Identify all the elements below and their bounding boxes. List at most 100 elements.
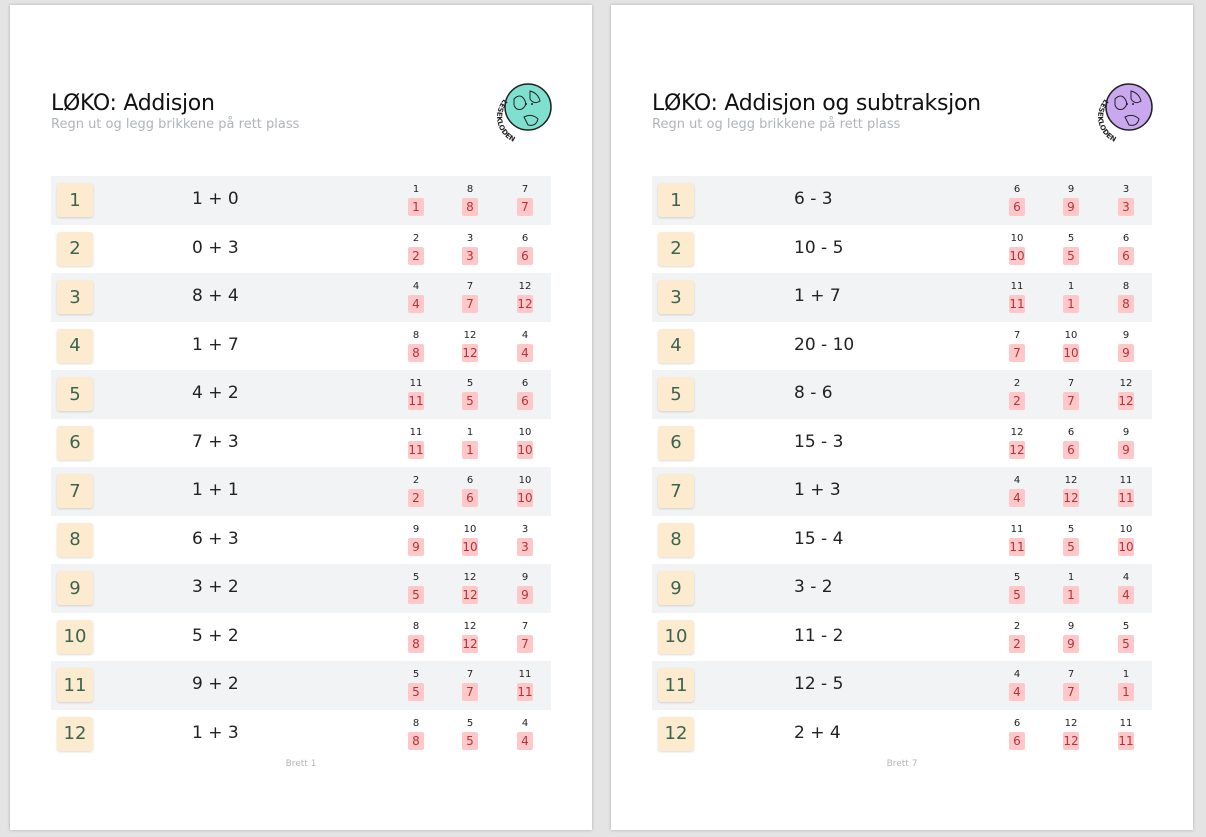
exercise-row: 9 3 - 2 5 5 1 1 4 4 [652, 564, 1152, 613]
option-label: 5 [412, 669, 420, 680]
answer-option: 8 8 [408, 620, 424, 653]
answer-option: 10 10 [1009, 232, 1025, 265]
exercise-list: 1 6 - 3 6 6 9 9 3 3 2 10 - 5 10 10 [652, 176, 1152, 758]
option-label: 9 [1122, 329, 1130, 341]
math-expression: 10 - 5 [794, 237, 844, 258]
option-label: 9 [1067, 620, 1075, 632]
option-label: 3 [521, 523, 529, 535]
exercise-row: 3 1 + 7 11 11 1 1 8 8 [652, 273, 1152, 322]
exercise-row: 2 0 + 3 2 2 3 3 6 6 [51, 225, 551, 274]
answer-option: 4 4 [517, 717, 533, 750]
answer-option: 5 5 [1118, 620, 1134, 653]
answer-option: 12 12 [1118, 377, 1134, 410]
answer-option: 9 9 [1063, 183, 1079, 216]
answer-option: 10 10 [462, 523, 478, 556]
answer-option: 7 7 [462, 280, 478, 313]
option-chip: 6 [1009, 731, 1025, 750]
math-expression: 1 + 3 [794, 480, 841, 500]
option-chip: 12 [462, 343, 478, 362]
exercise-row: 1 6 - 3 6 6 9 9 3 3 [652, 176, 1152, 225]
number-tile: 4 [658, 328, 694, 363]
option-chip: 5 [462, 731, 478, 750]
option-label: 2 [412, 232, 420, 244]
math-expression: 8 - 6 [794, 383, 833, 403]
math-expression: 0 + 3 [192, 237, 239, 258]
option-chip: 5 [408, 683, 424, 701]
option-chip: 5 [1009, 586, 1025, 604]
math-expression: 3 - 2 [794, 577, 833, 597]
option-label: 4 [521, 329, 529, 341]
option-chip: 12 [462, 634, 478, 653]
number-tile: 9 [57, 571, 93, 605]
option-chip: 6 [1063, 440, 1079, 459]
math-expression: 3 + 2 [192, 577, 239, 597]
option-label: 2 [412, 475, 420, 486]
option-chip: 9 [1063, 634, 1079, 653]
answer-option: 8 8 [408, 329, 424, 362]
answer-option: 12 12 [462, 620, 478, 653]
answer-option: 2 2 [1009, 620, 1025, 653]
number-tile: 2 [658, 231, 694, 266]
number-tile: 7 [658, 474, 694, 508]
option-chip: 8 [408, 634, 424, 653]
math-expression: 12 - 5 [794, 674, 844, 694]
number-tile: 1 [57, 183, 93, 217]
answer-option: 1 1 [1063, 571, 1079, 604]
answer-option: 3 3 [462, 232, 478, 265]
option-chip: 12 [1063, 731, 1079, 750]
option-label: 12 [463, 620, 477, 632]
option-label: 5 [466, 378, 474, 389]
answer-option: 9 9 [1118, 426, 1134, 459]
option-chip: 9 [408, 537, 424, 556]
answer-option: 6 6 [517, 232, 533, 265]
option-label: 12 [1010, 426, 1024, 438]
math-expression: 1 + 1 [192, 480, 239, 500]
option-label: 12 [1064, 717, 1078, 729]
option-chip: 1 [462, 440, 478, 459]
math-expression: 15 - 3 [794, 431, 844, 452]
option-chip: 8 [1118, 295, 1134, 313]
option-label: 6 [1067, 426, 1075, 438]
option-label: 10 [1064, 329, 1078, 341]
math-expression: 5 + 2 [192, 625, 239, 646]
answer-option: 10 10 [517, 426, 533, 459]
option-label: 11 [1010, 281, 1024, 292]
option-label: 11 [409, 426, 423, 438]
option-chip: 7 [462, 683, 478, 701]
option-label: 12 [1064, 475, 1078, 486]
option-chip: 2 [408, 489, 424, 507]
option-label: 3 [1122, 184, 1130, 195]
answer-option: 10 10 [517, 474, 533, 507]
exercise-row: 11 9 + 2 5 5 7 7 11 11 [51, 661, 551, 710]
page-subtitle: Regn ut og legg brikkene på rett plass [51, 117, 300, 132]
answer-option: 1 1 [408, 183, 424, 216]
option-chip: 5 [462, 392, 478, 410]
option-chip: 6 [462, 489, 478, 507]
answer-option: 5 5 [1063, 523, 1079, 556]
option-label: 5 [466, 717, 474, 729]
option-chip: 11 [1118, 489, 1134, 507]
math-expression: 1 + 0 [192, 189, 239, 209]
option-label: 11 [518, 669, 532, 680]
leseklodenlogo-icon: LESEKLODEN [1096, 77, 1157, 144]
answer-option: 4 4 [1118, 571, 1134, 604]
answer-option: 9 9 [1118, 329, 1134, 362]
option-label: 5 [1122, 620, 1130, 632]
option-label: 12 [463, 572, 477, 583]
option-chip: 4 [1009, 683, 1025, 701]
option-chip: 3 [1118, 198, 1134, 216]
option-label: 5 [412, 572, 420, 583]
option-label: 2 [1013, 378, 1021, 389]
answer-option: 11 11 [408, 426, 424, 459]
answer-option: 5 5 [462, 717, 478, 750]
option-chip: 4 [408, 295, 424, 313]
option-label: 6 [1013, 717, 1021, 729]
answer-option: 12 12 [1063, 717, 1079, 750]
option-label: 7 [1067, 378, 1075, 389]
exercise-row: 11 12 - 5 4 4 7 7 1 1 [652, 661, 1152, 710]
answer-option: 1 1 [1118, 668, 1134, 701]
answer-option: 11 11 [1118, 717, 1134, 750]
number-tile: 11 [57, 668, 93, 702]
option-chip: 11 [408, 440, 424, 459]
math-expression: 11 - 2 [794, 625, 844, 646]
